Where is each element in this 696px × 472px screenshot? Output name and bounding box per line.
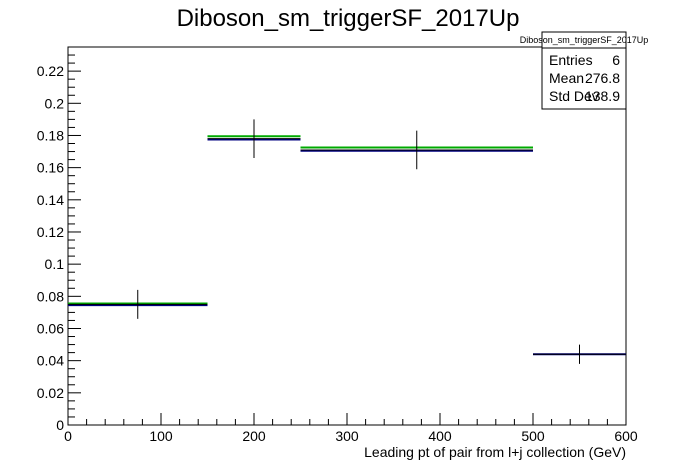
y-tick-label: 0.16 [37, 160, 64, 176]
y-tick-label: 0.08 [37, 288, 64, 304]
y-tick-label: 0.04 [37, 353, 64, 369]
stats-stddev-label: Std Dev [549, 88, 599, 104]
error-bars [68, 119, 626, 364]
chart-title: Diboson_sm_triggerSF_2017Up [177, 5, 520, 32]
y-tick-label: 0.06 [37, 320, 64, 336]
y-tick-label: 0.2 [45, 95, 65, 111]
stats-box: Diboson_sm_triggerSF_2017Up Entries 6 Me… [520, 31, 649, 110]
y-axis: 0 0.02 0.04 0.06 0.08 0.1 0.12 0.14 0.16 0.18 0.2 0… [37, 63, 81, 433]
stats-mean-label: Mean [549, 70, 584, 86]
x-tick-label: 100 [149, 428, 173, 444]
x-tick-label: 600 [614, 428, 638, 444]
stats-entries-label: Entries [549, 52, 593, 68]
y-tick-label: 0.18 [37, 127, 64, 143]
x-tick-label: 200 [242, 428, 266, 444]
x-tick-label: 500 [521, 428, 545, 444]
x-tick-label: 400 [428, 428, 452, 444]
y-tick-label: 0.14 [37, 192, 64, 208]
y-tick-label: 0.1 [45, 256, 65, 272]
stats-stddev-value: 138.9 [585, 88, 620, 104]
x-tick-label: 0 [64, 428, 72, 444]
overlay-lines [68, 135, 626, 356]
y-tick-label: 0.12 [37, 224, 64, 240]
x-tick-label: 300 [335, 428, 359, 444]
x-axis: 0 100 200 300 400 500 600 [64, 413, 638, 444]
stats-box-title: Diboson_sm_triggerSF_2017Up [520, 35, 649, 45]
stats-mean-value: 276.8 [585, 70, 620, 86]
x-axis-label: Leading pt of pair from l+j collection (… [364, 444, 626, 460]
y-tick-label: 0 [56, 417, 64, 433]
y-minor-ticks [68, 54, 75, 418]
y-tick-label: 0.02 [37, 385, 64, 401]
stats-entries-value: 6 [612, 52, 620, 68]
x-minor-ticks [86, 419, 608, 425]
stats-box-frame [541, 31, 627, 110]
y-tick-label: 0.22 [37, 63, 64, 79]
